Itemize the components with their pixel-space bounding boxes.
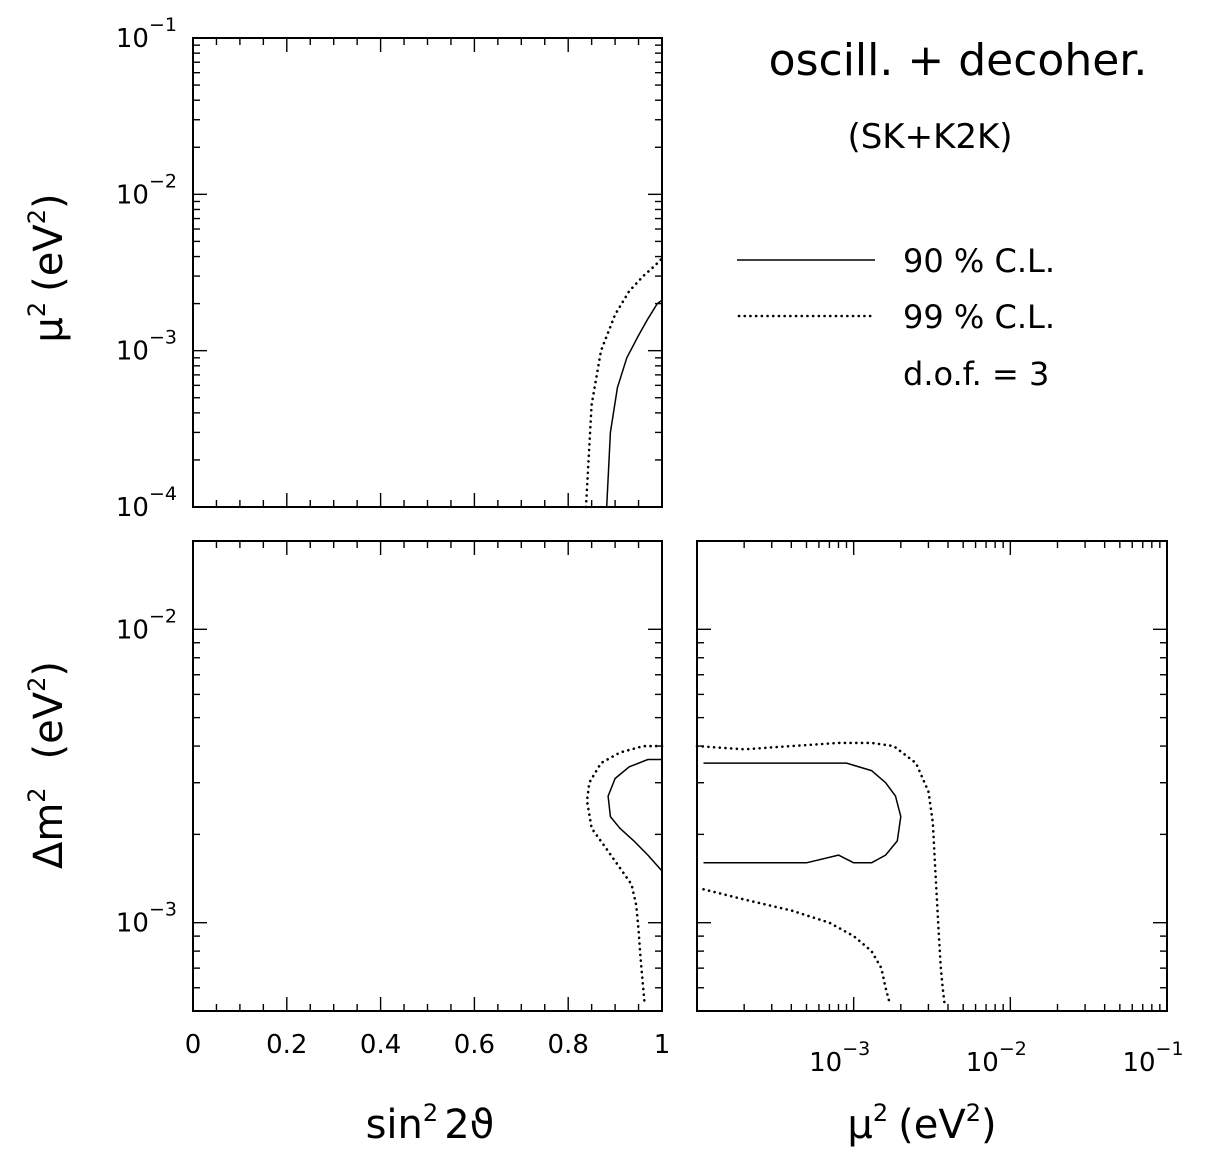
y-axis-title-dm: Δm2(eV2) bbox=[23, 661, 72, 869]
y-axis-title-mu: μ2(eV2) bbox=[23, 193, 72, 342]
contour-90cl-1 bbox=[605, 299, 663, 508]
x-tick-label: 0.6 bbox=[454, 1030, 495, 1060]
x-tick-label: 10−1 bbox=[1122, 1038, 1183, 1078]
contour-99cl-1 bbox=[702, 888, 892, 1005]
chart-title: oscill. + decoher. bbox=[769, 35, 1148, 86]
x-tick-label: 1 bbox=[654, 1030, 671, 1060]
contour-99cl-0 bbox=[695, 741, 946, 1005]
y-tick-label: 10−3 bbox=[116, 327, 177, 367]
plot-frame bbox=[192, 37, 663, 508]
y-tick-label: 10−1 bbox=[116, 14, 177, 54]
panel-bottom-left: 10−2 10−3 0 0.2 0.4 0.6 0.8 1 bbox=[116, 540, 671, 1060]
legend-label-99: 99 % C.L. bbox=[903, 298, 1055, 336]
panel-bottom-right: 10−3 10−2 10−1 bbox=[695, 540, 1184, 1078]
plot-frame bbox=[696, 540, 1168, 1012]
y-tick-label: 10−2 bbox=[116, 170, 177, 210]
x-tick-label: 0 bbox=[185, 1030, 202, 1060]
contour-90cl-2 bbox=[703, 762, 902, 864]
legend-dof-note: d.o.f. = 3 bbox=[903, 355, 1049, 393]
panel-top-left: 10−1 10−2 10−3 10−4 bbox=[116, 14, 664, 523]
y-tick-label: 10−4 bbox=[116, 483, 177, 523]
y-tick-label: 10−2 bbox=[116, 605, 177, 645]
legend-label-90: 90 % C.L. bbox=[903, 242, 1055, 280]
x-tick-label: 0.8 bbox=[548, 1030, 589, 1060]
chart-subtitle: (SK+K2K) bbox=[847, 117, 1012, 157]
contour-99cl-0 bbox=[585, 744, 664, 1005]
y-tick-label: 10−3 bbox=[116, 899, 177, 939]
plot-frame bbox=[192, 540, 663, 1012]
contour-99cl-0 bbox=[584, 257, 664, 509]
x-tick-label: 10−3 bbox=[809, 1038, 870, 1078]
x-tick-label: 0.2 bbox=[266, 1030, 307, 1060]
contour-90cl-1 bbox=[607, 758, 663, 872]
legend: 90 % C.L. 99 % C.L. d.o.f. = 3 bbox=[737, 242, 1055, 393]
x-tick-label: 0.4 bbox=[360, 1030, 401, 1060]
x-tick-label: 10−2 bbox=[966, 1038, 1027, 1078]
x-axis-title-sin: sin2 2ϑ bbox=[366, 1099, 495, 1148]
x-axis-title-mu: μ2 (eV2) bbox=[847, 1099, 996, 1148]
